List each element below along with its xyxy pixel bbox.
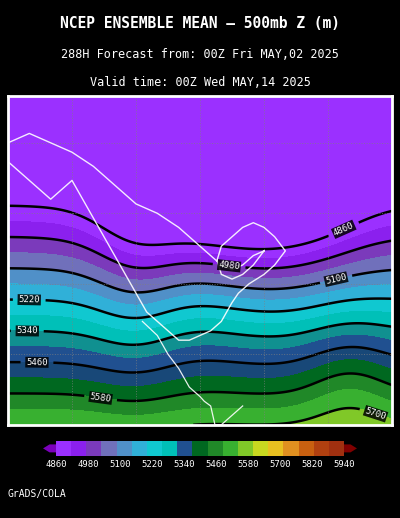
FancyArrow shape — [43, 444, 56, 452]
Bar — [71, 440, 86, 456]
Text: 5340: 5340 — [16, 326, 38, 336]
Bar — [117, 440, 132, 456]
Bar — [208, 440, 223, 456]
Bar — [132, 440, 147, 456]
Text: 5940: 5940 — [333, 460, 355, 469]
Text: 4860: 4860 — [332, 221, 356, 238]
Bar — [86, 440, 102, 456]
Text: NCEP ENSEMBLE MEAN – 500mb Z (m): NCEP ENSEMBLE MEAN – 500mb Z (m) — [60, 16, 340, 31]
Bar — [268, 440, 283, 456]
Text: 4860: 4860 — [45, 460, 67, 469]
FancyArrow shape — [344, 444, 357, 452]
Bar — [177, 440, 192, 456]
Text: 5700: 5700 — [364, 406, 387, 421]
Text: 5220: 5220 — [141, 460, 163, 469]
Text: Valid time: 00Z Wed MAY,14 2025: Valid time: 00Z Wed MAY,14 2025 — [90, 76, 310, 89]
Bar — [56, 440, 71, 456]
Bar — [192, 440, 208, 456]
Bar — [147, 440, 162, 456]
Bar — [102, 440, 117, 456]
Text: 5460: 5460 — [26, 357, 48, 367]
Text: 288H Forecast from: 00Z Fri MAY,02 2025: 288H Forecast from: 00Z Fri MAY,02 2025 — [61, 48, 339, 61]
Bar — [223, 440, 238, 456]
Bar — [298, 440, 314, 456]
Text: 5700: 5700 — [269, 460, 291, 469]
Text: GrADS/COLA: GrADS/COLA — [8, 489, 67, 499]
Text: 5460: 5460 — [205, 460, 227, 469]
Text: 4980: 4980 — [218, 260, 240, 271]
Bar — [283, 440, 298, 456]
Bar — [314, 440, 329, 456]
Text: 5580: 5580 — [89, 392, 112, 404]
Text: 5220: 5220 — [18, 295, 40, 305]
Text: 5100: 5100 — [109, 460, 131, 469]
Text: 4980: 4980 — [77, 460, 99, 469]
Text: 5580: 5580 — [237, 460, 259, 469]
Text: 5820: 5820 — [301, 460, 323, 469]
Text: 5100: 5100 — [324, 272, 348, 286]
Bar — [329, 440, 344, 456]
Bar — [162, 440, 177, 456]
Bar — [253, 440, 268, 456]
Bar — [238, 440, 253, 456]
Text: 5340: 5340 — [173, 460, 195, 469]
